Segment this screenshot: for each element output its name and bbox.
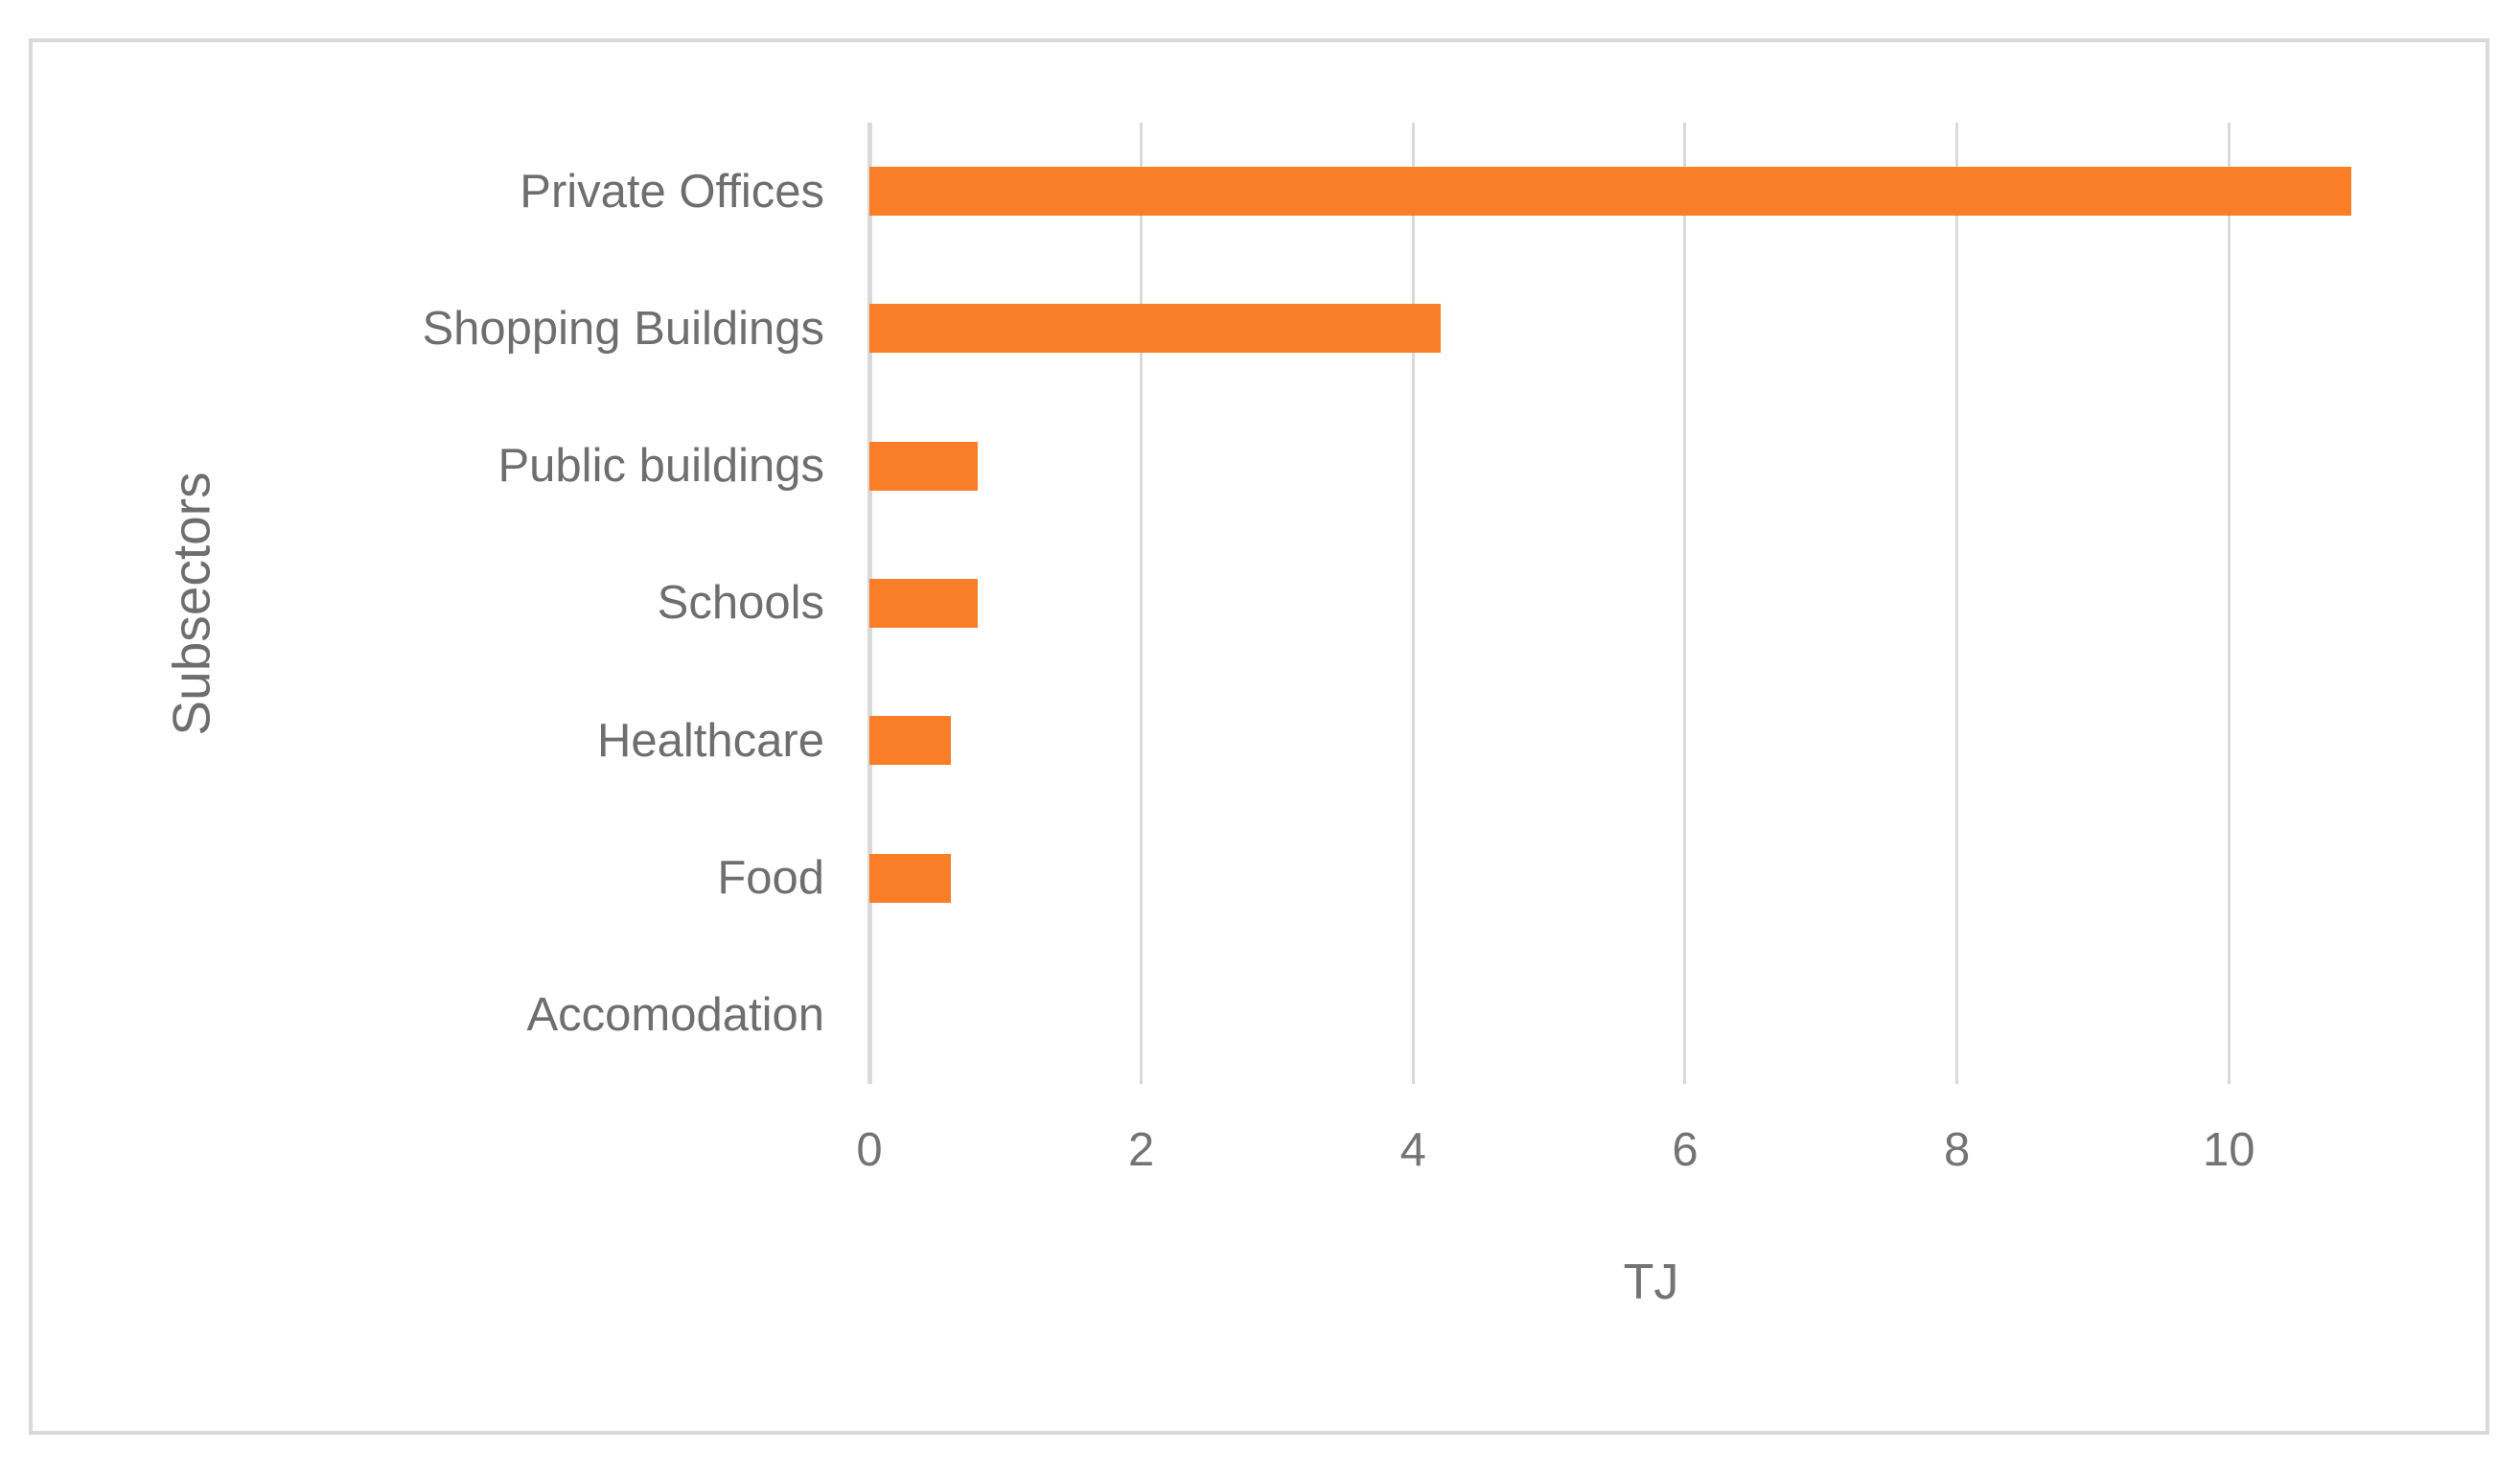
bar-healthcare [869, 716, 952, 766]
x-tick-label-0: 0 [856, 1124, 883, 1176]
x-tick-label-8: 8 [1943, 1124, 1971, 1176]
bar-food [869, 853, 952, 903]
x-tick-label-2: 2 [1128, 1124, 1155, 1176]
category-label-food: Food [717, 852, 824, 905]
x-tick-label-6: 6 [1672, 1124, 1699, 1176]
category-label-private-offices: Private Offices [520, 165, 824, 218]
x-tick-label-10: 10 [2202, 1124, 2255, 1176]
category-label-shopping-buildings: Shopping Buildings [422, 302, 824, 355]
category-label-schools: Schools [657, 577, 824, 630]
category-label-accomodation: Accomodation [526, 989, 824, 1042]
category-axis-labels: Private Offices Shopping Buildings Public … [58, 123, 824, 1084]
bar-shopping-buildings [869, 304, 1441, 354]
x-axis-tick-labels: 0 2 4 6 8 10 [856, 1123, 2433, 1200]
gridline-8 [1955, 123, 1959, 1084]
plot-area [867, 123, 2433, 1084]
gridline-6 [1683, 123, 1687, 1084]
x-tick-label-4: 4 [1399, 1124, 1426, 1176]
category-label-public-buildings: Public buildings [497, 440, 825, 493]
bar-public-buildings [869, 441, 979, 491]
bar-private-offices [869, 167, 2351, 217]
category-label-healthcare: Healthcare [597, 714, 824, 767]
bar-schools [869, 579, 979, 628]
gridline-2 [1140, 123, 1144, 1084]
x-axis-title: TJ [1623, 1255, 1679, 1310]
gridline-10 [2227, 123, 2231, 1084]
gridline-4 [1411, 123, 1415, 1084]
chart-border [29, 38, 2489, 1435]
